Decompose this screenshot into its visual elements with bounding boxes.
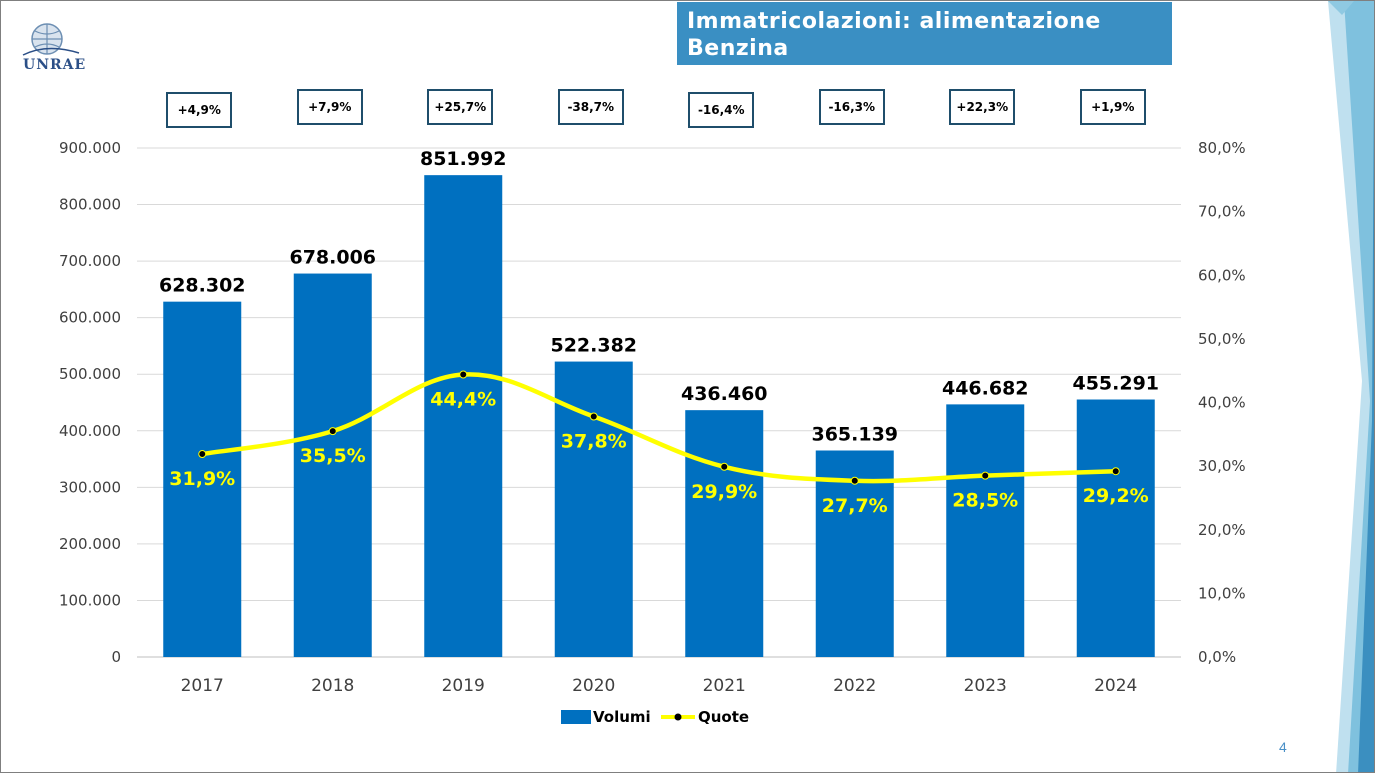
x-tick-label: 2023: [964, 676, 1007, 696]
x-tick-label: 2024: [1094, 676, 1137, 696]
y2-tick-label: 40,0%: [1198, 394, 1246, 412]
point-value-label: 44,4%: [430, 389, 496, 411]
yoy-change-box: -16,3%: [818, 89, 885, 125]
y-tick-label: 200.000: [59, 535, 121, 553]
legend-marker-quote: [674, 713, 682, 721]
bar-volumi-2024: [1076, 399, 1155, 657]
bar-volumi-2020: [554, 361, 633, 657]
y-tick-label: 400.000: [59, 422, 121, 440]
y2-tick-label: 0,0%: [1198, 648, 1236, 666]
point-value-label: 35,5%: [300, 445, 366, 467]
point-value-label: 29,9%: [691, 481, 757, 503]
y-tick-label: 700.000: [59, 252, 121, 270]
yoy-change-box: -38,7%: [557, 89, 624, 125]
gridlines: [137, 147, 1181, 658]
y2-tick-label: 50,0%: [1198, 330, 1246, 348]
x-tick-label: 2019: [442, 676, 485, 696]
point-quote-2021: [720, 462, 729, 471]
bar-value-label: 522.382: [550, 335, 637, 357]
bar-value-label: 446.682: [942, 377, 1029, 399]
page-number: 4: [1279, 739, 1287, 755]
y-tick-label: 300.000: [59, 478, 121, 496]
title-banner: Immatricolazioni: alimentazione Benzina: [677, 2, 1172, 65]
point-quote-2022: [850, 476, 859, 485]
bar-value-label: 365.139: [811, 423, 898, 445]
point-quote-2019: [459, 370, 468, 379]
y2-tick-label: 20,0%: [1198, 521, 1246, 539]
x-tick-label: 2018: [311, 676, 354, 696]
bar-volumi-2017: [163, 301, 242, 657]
line-quote: [200, 372, 1118, 484]
bars: [163, 175, 1155, 657]
logo-text: UNRAE: [23, 57, 87, 73]
y-tick-label: 500.000: [59, 365, 121, 383]
point-value-label: 37,8%: [561, 430, 627, 452]
y2-tick-label: 80,0%: [1198, 139, 1246, 157]
bar-value-label: 851.992: [420, 148, 507, 170]
x-tick-label: 2020: [572, 676, 615, 696]
x-tick-label: 2021: [703, 676, 746, 696]
y2-tick-label: 10,0%: [1198, 584, 1246, 602]
legend-label-volumi: Volumi: [593, 708, 651, 726]
bar-volumi-2022: [815, 450, 894, 657]
point-quote-2017: [198, 450, 207, 459]
bar-volumi-2018: [293, 273, 372, 657]
axes: 0 100.000 200.000 300.000 400.000 500.000 600.…: [59, 139, 1246, 696]
point-value-label: 28,5%: [952, 490, 1018, 512]
bar-volumi-2021: [685, 410, 764, 657]
yoy-change-box: +1,9%: [1079, 89, 1146, 125]
y-tick-label: 900.000: [59, 139, 121, 157]
y2-tick-label: 30,0%: [1198, 457, 1246, 475]
bar-volumi-2023: [946, 404, 1025, 657]
bar-value-label: 436.460: [681, 383, 768, 405]
bar-value-label: 628.302: [159, 275, 246, 297]
unrae-logo: UNRAE: [19, 19, 85, 79]
data-labels: 628.302 678.006 851.992 522.382 436.460 365.1…: [159, 148, 1159, 517]
x-tick-label: 2022: [833, 676, 876, 696]
point-quote-2020: [589, 412, 598, 421]
point-quote-2023: [981, 471, 990, 480]
y2-tick-label: 70,0%: [1198, 203, 1246, 221]
bar-value-label: 678.006: [289, 247, 376, 269]
point-value-label: 29,2%: [1083, 485, 1149, 507]
yoy-change-box: +7,9%: [296, 89, 363, 125]
y-tick-label: 0: [111, 648, 121, 666]
globe-icon: [22, 23, 80, 56]
point-quote-2024: [1111, 467, 1120, 476]
legend-label-quote: Quote: [698, 708, 749, 726]
legend-swatch-volumi: [561, 710, 591, 724]
x-tick-label: 2017: [181, 676, 224, 696]
y2-tick-label: 60,0%: [1198, 266, 1246, 284]
y-tick-label: 100.000: [59, 591, 121, 609]
yoy-change-box: +4,9%: [166, 92, 233, 128]
point-quote-2018: [328, 427, 337, 436]
point-value-label: 27,7%: [822, 495, 888, 517]
decorative-stripes: [1328, 1, 1374, 772]
bar-value-label: 455.291: [1072, 373, 1159, 395]
yoy-change-box: +25,7%: [427, 89, 494, 125]
yoy-change-box: -16,4%: [688, 92, 755, 128]
bar-volumi-2019: [424, 175, 503, 657]
slide-title: Immatricolazioni: alimentazione Benzina: [687, 9, 1101, 61]
y-tick-label: 600.000: [59, 309, 121, 327]
y-tick-label: 800.000: [59, 196, 121, 214]
point-value-label: 31,9%: [169, 468, 235, 490]
share-line: [198, 370, 1120, 485]
yoy-change-box: +22,3%: [949, 89, 1016, 125]
legend: Volumi Quote: [561, 708, 749, 726]
